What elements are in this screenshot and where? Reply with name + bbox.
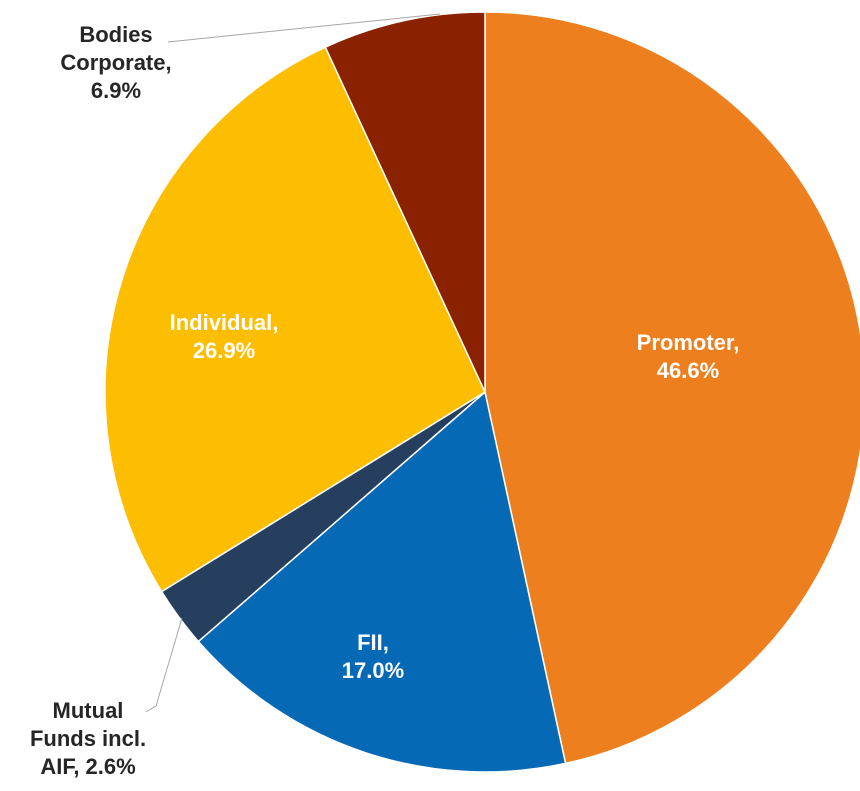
- data-label-line: 46.6%: [657, 358, 719, 383]
- data-label: Bodies Corporate, 6.9%: [60, 22, 171, 103]
- data-label-line: Individual,: [170, 310, 279, 335]
- data-label-line: Promoter,: [637, 330, 740, 355]
- data-label: Individual, 26.9%: [170, 310, 279, 363]
- data-label: FII, 17.0%: [342, 630, 404, 683]
- data-label-line: FII,: [357, 630, 389, 655]
- pie-slice: [324, 11, 486, 393]
- data-label-line: Funds incl.: [30, 726, 146, 751]
- data-label-line: 17.0%: [342, 658, 404, 683]
- data-label-line: Corporate,: [60, 50, 171, 75]
- data-label-line: Mutual: [53, 698, 124, 723]
- data-label: Promoter, 46.6%: [637, 330, 740, 383]
- data-label-line: AIF, 2.6%: [40, 754, 135, 779]
- data-label-line: 26.9%: [193, 338, 255, 363]
- data-label: Mutual Funds incl. AIF, 2.6%: [30, 698, 146, 779]
- data-label-line: 6.9%: [91, 78, 141, 103]
- pie-slice: [104, 46, 486, 593]
- pie-slice: [484, 11, 860, 765]
- data-label-line: Bodies: [79, 22, 152, 47]
- leader-line: [145, 617, 183, 713]
- pie: [104, 11, 860, 773]
- pie-slice: [197, 390, 567, 773]
- leader-line: [167, 13, 441, 43]
